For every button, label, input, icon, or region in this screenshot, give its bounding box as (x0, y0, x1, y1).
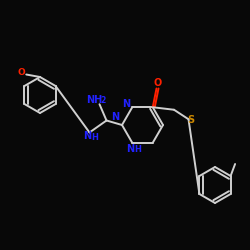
Text: H: H (134, 144, 141, 154)
Text: N: N (111, 112, 119, 122)
Text: N: N (126, 144, 134, 154)
Text: S: S (187, 116, 194, 126)
Text: NH: NH (86, 95, 102, 105)
Text: H: H (91, 134, 98, 142)
Text: O: O (154, 78, 162, 88)
Text: N: N (122, 99, 130, 109)
Text: 2: 2 (100, 96, 106, 105)
Text: O: O (18, 68, 26, 77)
Text: N: N (83, 131, 91, 141)
